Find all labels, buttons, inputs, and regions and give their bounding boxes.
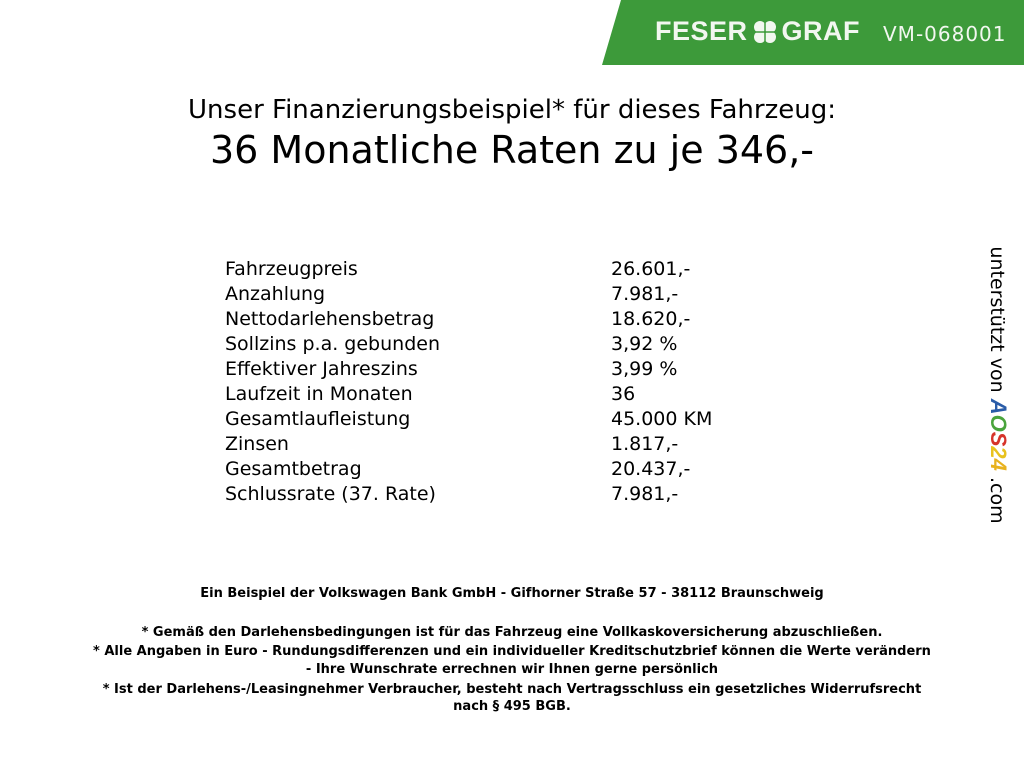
- footnote-2b: - Ihre Wunschrate errechnen wir Ihnen ge…: [305, 662, 719, 677]
- row-value: 3,99 %: [611, 358, 678, 380]
- row-value: 3,92 %: [611, 333, 678, 355]
- footnote-3b: nach § 495 BGB.: [453, 699, 571, 714]
- row-value: 7.981,-: [611, 483, 679, 505]
- row-label: Sollzins p.a. gebunden: [225, 333, 440, 355]
- feser-graf-logo: FESER GRAF: [655, 16, 860, 47]
- vehicle-code: VM-068001: [883, 22, 1007, 46]
- footnote-2a: * Alle Angaben in Euro - Rundungsdiffere…: [93, 644, 931, 659]
- table-row: Anzahlung 7.981,-: [225, 283, 745, 308]
- supported-by: unterstützt von AOS24 .com: [985, 246, 1011, 523]
- title-line-1: Unser Finanzierungsbeispiel* für dieses …: [188, 95, 836, 125]
- row-value: 26.601,-: [611, 258, 691, 280]
- supported-by-text: unterstützt von: [986, 246, 1008, 393]
- row-label: Gesamtlaufleistung: [225, 408, 411, 430]
- table-row: Gesamtbetrag 20.437,-: [225, 458, 745, 483]
- aos24-logo: AOS24: [986, 398, 1011, 471]
- bank-note: Ein Beispiel der Volkswagen Bank GmbH - …: [200, 586, 824, 601]
- row-label: Nettodarlehensbetrag: [225, 308, 435, 330]
- supported-by-domain: .com: [986, 476, 1008, 524]
- row-value: 7.981,-: [611, 283, 679, 305]
- table-row: Schlussrate (37. Rate) 7.981,-: [225, 483, 745, 508]
- row-label: Effektiver Jahreszins: [225, 358, 418, 380]
- header-banner: [602, 0, 1024, 65]
- table-row: Sollzins p.a. gebunden 3,92 %: [225, 333, 745, 358]
- title-line-2: 36 Monatliche Raten zu je 346,-: [209, 128, 815, 172]
- row-value: 45.000 KM: [611, 408, 713, 430]
- row-value: 18.620,-: [611, 308, 691, 330]
- row-label: Schlussrate (37. Rate): [225, 483, 436, 505]
- footnote-1: * Gemäß den Darlehensbedingungen ist für…: [141, 625, 883, 640]
- table-row: Gesamtlaufleistung 45.000 KM: [225, 408, 745, 433]
- row-value: 1.817,-: [611, 433, 679, 455]
- row-label: Gesamtbetrag: [225, 458, 362, 480]
- table-row: Zinsen 1.817,-: [225, 433, 745, 458]
- table-row: Laufzeit in Monaten 36: [225, 383, 745, 408]
- row-label: Fahrzeugpreis: [225, 258, 358, 280]
- brand-text-2: GRAF: [781, 16, 861, 46]
- table-row: Effektiver Jahreszins 3,99 %: [225, 358, 745, 383]
- row-value: 36: [611, 383, 636, 405]
- row-label: Anzahlung: [225, 283, 326, 305]
- table-row: Fahrzeugpreis 26.601,-: [225, 258, 745, 283]
- row-label: Zinsen: [225, 433, 289, 455]
- clover-icon: [753, 20, 776, 43]
- brand-text: FESER: [655, 16, 748, 46]
- footnote-3a: * Ist der Darlehens-/Leasingnehmer Verbr…: [102, 682, 922, 697]
- row-label: Laufzeit in Monaten: [225, 383, 413, 405]
- row-value: 20.437,-: [611, 458, 691, 480]
- table-row: Nettodarlehensbetrag 18.620,-: [225, 308, 745, 333]
